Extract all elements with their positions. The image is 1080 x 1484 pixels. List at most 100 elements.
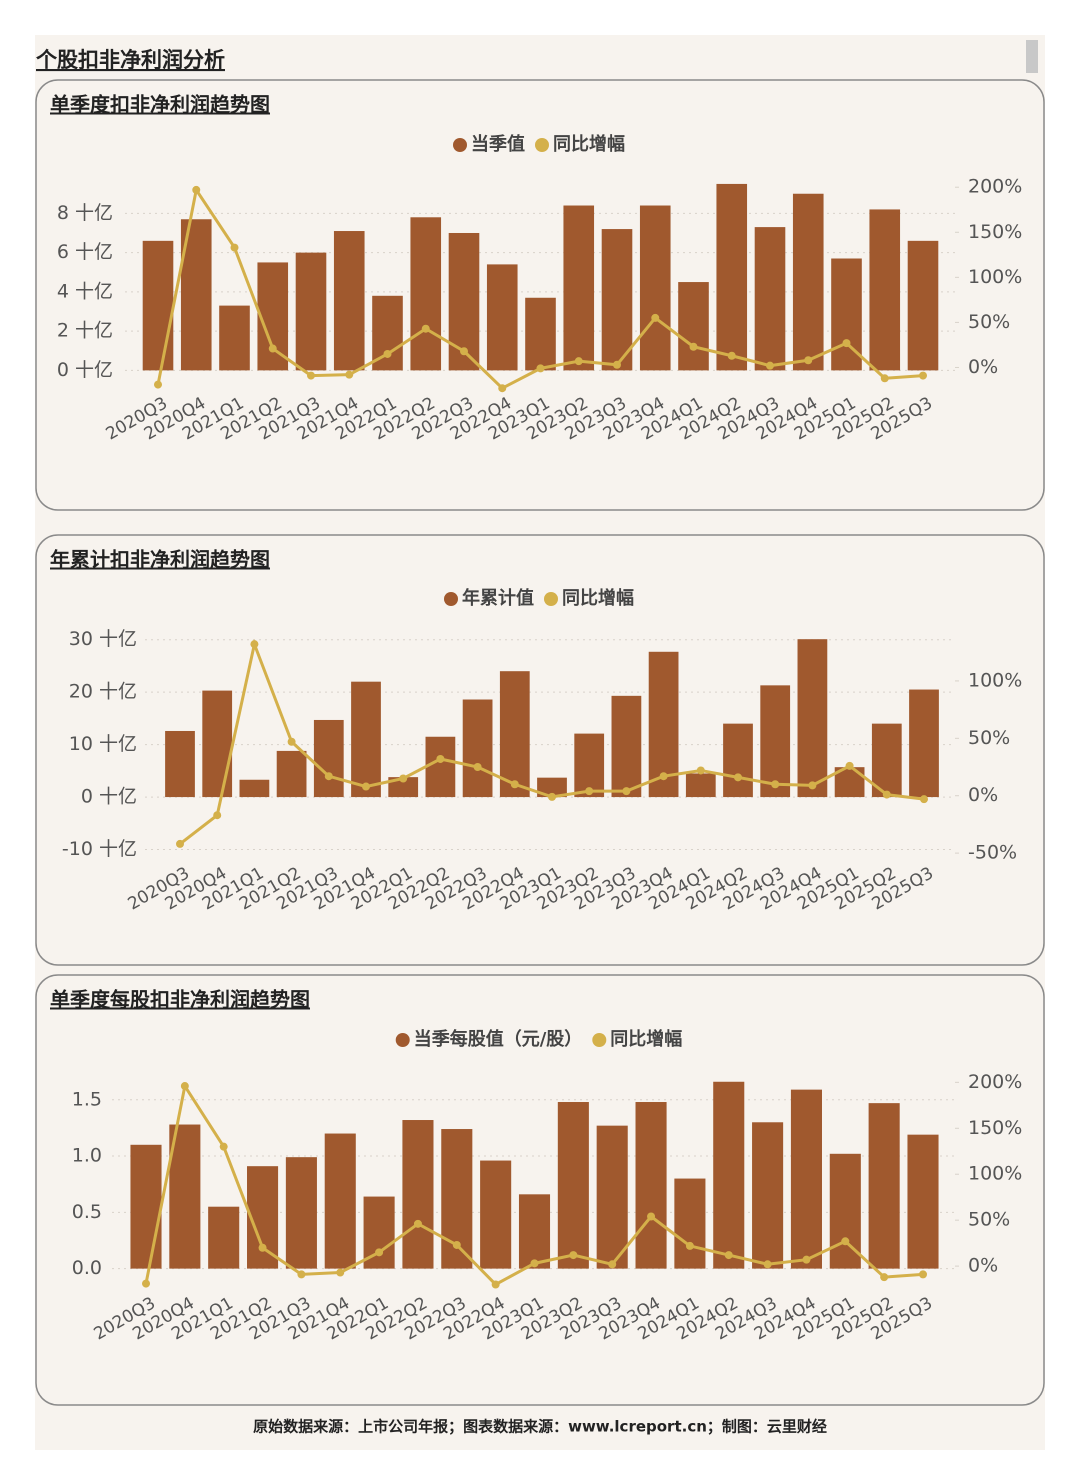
line-point — [297, 1270, 306, 1279]
legend-marker — [444, 592, 458, 606]
bar — [333, 231, 365, 371]
bar — [754, 227, 786, 371]
legend-marker — [592, 1033, 607, 1047]
legend-label: 同比增幅 — [610, 1028, 682, 1050]
line-point — [176, 839, 184, 848]
bar — [410, 217, 442, 371]
line-point — [154, 380, 162, 389]
line-point — [219, 1142, 228, 1151]
y-tick-label: 1.5 — [72, 1088, 102, 1110]
y-tick-label: 30 十亿 — [69, 628, 137, 650]
line-point — [659, 772, 668, 781]
line-point — [287, 737, 296, 746]
legend-label: 当季每股值（元/股） — [414, 1028, 583, 1050]
y-tick-label: 2 十亿 — [57, 320, 113, 342]
bar — [480, 1160, 512, 1269]
line-point — [766, 361, 774, 370]
bar — [596, 1125, 628, 1269]
line-point — [510, 780, 519, 789]
bar — [907, 240, 939, 371]
bar — [351, 681, 381, 798]
bar — [601, 229, 633, 371]
line-point — [651, 313, 660, 322]
y2-tick-label: 150% — [968, 221, 1022, 243]
legend-label: 当季值 — [471, 133, 525, 155]
bar — [169, 1124, 201, 1269]
bar — [674, 1178, 706, 1269]
y-tick-label: 0.5 — [72, 1201, 102, 1223]
line-point — [880, 374, 889, 383]
bar — [869, 209, 901, 371]
y-tick-label: 10 十亿 — [69, 733, 137, 755]
y2-tick-label: 0% — [968, 1255, 998, 1277]
line-point — [771, 780, 780, 789]
bar — [165, 730, 195, 798]
bar — [388, 777, 419, 798]
panel — [35, 974, 1045, 1406]
line-point — [491, 1280, 500, 1289]
line-point — [452, 1240, 461, 1249]
line-point — [689, 342, 698, 351]
bar — [752, 1122, 784, 1269]
line-point — [268, 344, 277, 353]
chart-title: 年累计扣非净利润趋势图 — [50, 548, 270, 572]
y2-tick-label: 100% — [968, 669, 1022, 691]
legend-marker — [535, 138, 549, 152]
bar — [563, 205, 595, 371]
bar — [486, 264, 518, 371]
line-point — [804, 356, 813, 365]
line-point — [841, 1237, 850, 1246]
y-tick-label: 1.0 — [72, 1145, 102, 1167]
bar — [525, 297, 556, 371]
legend-label: 年累计值 — [462, 587, 534, 609]
bar — [324, 1133, 356, 1269]
line-point — [734, 773, 742, 782]
scrollbar[interactable] — [1026, 40, 1038, 73]
line-point — [324, 772, 333, 781]
y-tick-label: 8 十亿 — [57, 202, 113, 224]
bar — [130, 1144, 162, 1269]
bar — [462, 699, 493, 798]
bar — [907, 1134, 939, 1269]
bar — [760, 685, 791, 798]
line-point — [802, 1255, 811, 1264]
page-title: 个股扣非净利润分析 — [36, 48, 225, 72]
chart-title: 单季度每股扣非净利润趋势图 — [50, 988, 310, 1012]
bar — [685, 773, 716, 798]
line-point — [574, 357, 583, 366]
line-point — [920, 795, 928, 804]
line-point — [230, 243, 239, 252]
bar — [678, 282, 709, 371]
line-point — [569, 1251, 578, 1260]
line-point — [613, 360, 621, 369]
y-tick-label: 4 十亿 — [57, 280, 113, 302]
line-point — [362, 782, 370, 791]
bar — [790, 1089, 822, 1269]
line-point — [413, 1219, 422, 1228]
line-point — [421, 324, 430, 333]
bar — [239, 779, 270, 798]
y2-tick-label: 50% — [968, 727, 1010, 749]
legend-marker — [544, 592, 558, 606]
line-point — [763, 1260, 772, 1269]
line-point — [919, 371, 927, 380]
bar — [425, 736, 456, 798]
bar — [574, 733, 605, 798]
y2-tick-label: 150% — [968, 1117, 1022, 1139]
y2-tick-label: 0% — [968, 356, 998, 378]
line-point — [608, 1260, 617, 1269]
bar — [276, 750, 307, 798]
y2-tick-label: 200% — [968, 176, 1022, 198]
line-point — [336, 1268, 345, 1277]
line-point — [880, 1273, 889, 1282]
y-tick-label: 6 十亿 — [57, 241, 113, 263]
line-point — [307, 371, 315, 380]
legend-label: 同比增幅 — [562, 587, 634, 609]
bar — [611, 695, 642, 798]
chart-title: 单季度扣非净利润趋势图 — [50, 93, 270, 117]
y2-tick-label: 50% — [968, 311, 1010, 333]
bar — [285, 1157, 317, 1269]
footer: 原始数据来源：上市公司年报；图表数据来源：www.lcreport.cn；制图：… — [253, 1418, 827, 1436]
y-tick-label: 0 十亿 — [81, 786, 137, 808]
